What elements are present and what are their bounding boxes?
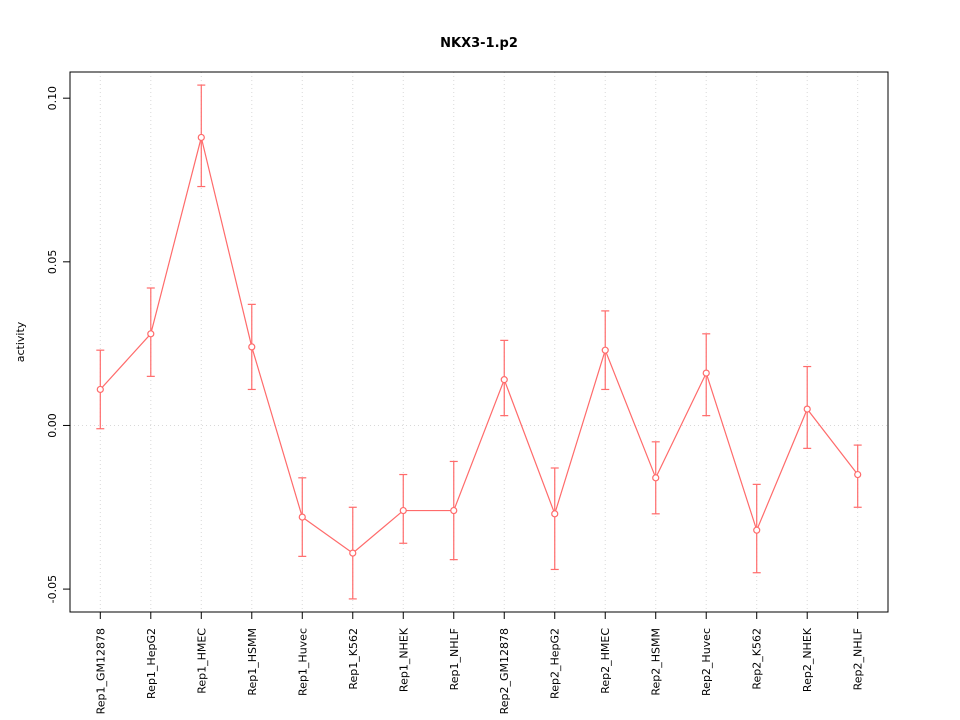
data-point [96, 385, 104, 394]
x-tick-label: Rep2_NHLF [852, 628, 865, 690]
data-point [753, 526, 761, 534]
data-point [248, 343, 256, 351]
data-point [803, 405, 811, 413]
y-tick-label: 0.05 [46, 250, 59, 275]
chart-title: NKX3-1.p2 [440, 36, 518, 51]
x-tick-label: Rep2_Huvec [700, 628, 713, 696]
x-tick-label: Rep1_HepG2 [145, 628, 158, 699]
x-tick-label: Rep2_HepG2 [549, 628, 562, 699]
y-tick-label: 0.10 [46, 86, 59, 111]
x-tick-label: Rep1_Huvec [296, 628, 309, 696]
data-point [147, 330, 155, 338]
data-point [298, 513, 306, 521]
data-point [652, 474, 660, 482]
data-point [197, 133, 205, 142]
plot-border [69, 71, 889, 613]
x-tick-label: Rep2_K562 [751, 628, 764, 690]
plot-area: -0.05 0.00 0.05 0.10 Rep1_GM12878 Rep1_HepG2 R… [46, 71, 889, 714]
data-point [854, 470, 862, 479]
data-point [399, 506, 407, 515]
series-line [99, 137, 859, 554]
data-point [551, 510, 559, 518]
x-tick-label: Rep2_GM12878 [498, 628, 511, 714]
x-tick-label: Rep1_NHLF [448, 628, 461, 690]
x-tick-label: Rep2_NHEK [801, 627, 814, 692]
x-tick-label: Rep1_HMEC [195, 628, 208, 694]
y-tick-label: -0.05 [46, 575, 59, 603]
y-axis-label: activity [14, 321, 27, 362]
x-tick-label: Rep1_GM12878 [94, 628, 107, 714]
data-point [500, 376, 508, 384]
data-point [601, 346, 609, 354]
x-tick-label: Rep2_HSMM [650, 628, 663, 696]
data-point [450, 506, 458, 515]
x-tick-label: Rep2_HMEC [599, 628, 612, 694]
x-tick-label: Rep1_HSMM [246, 628, 259, 696]
x-tick-label: Rep1_NHEK [397, 627, 410, 692]
x-tick-label: Rep1_K562 [347, 628, 360, 690]
y-tick-label: 0.00 [46, 413, 59, 438]
data-point [349, 549, 357, 557]
data-point [702, 369, 710, 377]
